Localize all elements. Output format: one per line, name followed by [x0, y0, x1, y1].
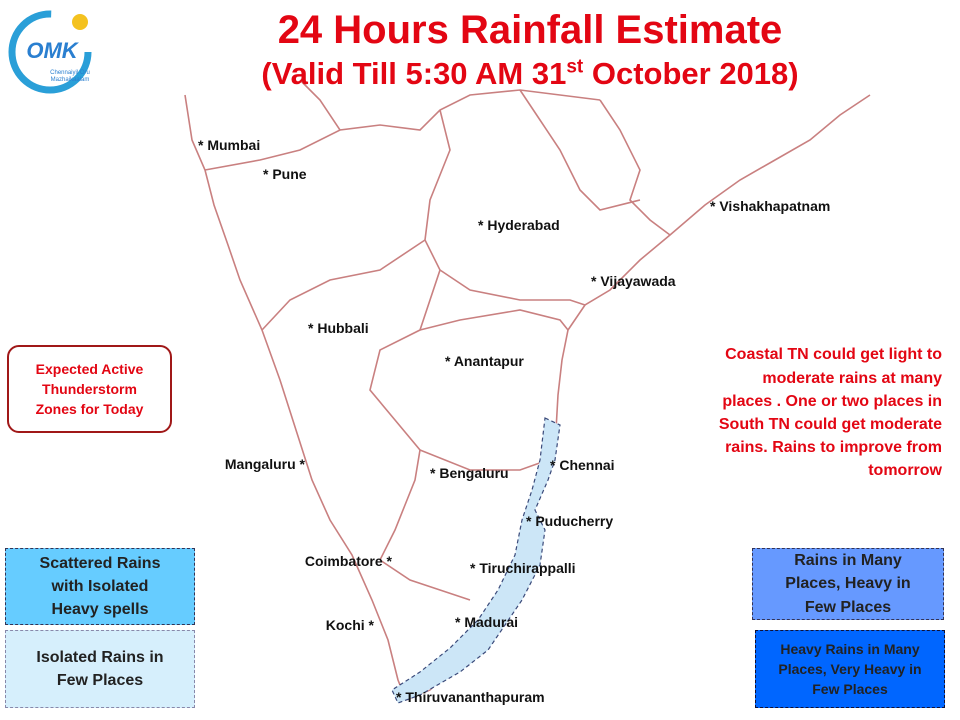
- rain-zone: [391, 417, 561, 704]
- city-label: * Bengaluru: [430, 465, 509, 481]
- legend-box: Isolated Rains in Few Places: [5, 630, 195, 708]
- logo: OMK Chennaiyil Oru Mazhaikaalam: [8, 10, 92, 94]
- text-line: Few Places: [812, 681, 888, 698]
- legend-box: Scattered Rains with Isolated Heavy spells: [5, 548, 195, 625]
- text-line: Scattered Rains: [39, 554, 161, 572]
- text-line: Places, Heavy in: [785, 575, 911, 593]
- logo-tagline: Chennaiyil Oru: [50, 70, 90, 76]
- text-line: Isolated Rains in: [36, 648, 164, 666]
- city-label: Coimbatore *: [305, 553, 393, 569]
- forecast-note: Coastal TN could get light to moderate ra…: [660, 338, 942, 488]
- text-line: Few Places: [804, 598, 892, 616]
- text-line: South TN could get moderate: [718, 416, 942, 433]
- city-label: * Thiruvananthapuram: [396, 689, 545, 705]
- text-line: Expected Active: [35, 360, 144, 377]
- logo-tagline: Mazhaikaalam: [51, 77, 90, 83]
- city-label: * Vijayawada: [591, 273, 676, 289]
- subtitle-text: (Valid Till 5:30 AM 31: [261, 56, 567, 91]
- text-line: with Isolated: [51, 577, 149, 595]
- text-line: Zones for Today: [35, 401, 144, 418]
- subtitle-sup: st: [566, 56, 584, 78]
- city-label: * Madurai: [455, 614, 518, 630]
- text-line: Few Places: [56, 672, 144, 689]
- text-line: Coastal TN could get light to: [725, 346, 942, 364]
- text-line: rains. Rains to improve from: [725, 439, 942, 457]
- legend-box: Rains in Many Places, Heavy in Few Places: [752, 548, 944, 620]
- city-label: * Vishakhapatnam: [710, 198, 830, 214]
- city-label: Mangaluru *: [225, 456, 306, 472]
- legend-box: Heavy Rains in Many Places, Very Heavy in…: [755, 630, 945, 708]
- title: 24 Hours Rainfall Estimate: [277, 8, 783, 52]
- city-label: Kochi *: [326, 617, 375, 633]
- city-label: * Mumbai: [198, 137, 260, 153]
- subtitle-text: October 2018): [583, 56, 799, 91]
- logo-text: OMK: [26, 38, 79, 63]
- city-label: * Pune: [263, 166, 307, 182]
- text-line: Heavy Rains in Many: [780, 640, 920, 657]
- city-label: * Hyderabad: [478, 217, 560, 233]
- text-line: Heavy spells: [51, 601, 149, 619]
- city-label: * Puducherry: [526, 513, 613, 529]
- text-line: Rains in Many: [794, 552, 902, 570]
- text-line: places . One or two places in: [722, 392, 942, 410]
- city-label: * Anantapur: [445, 353, 524, 369]
- text-line: tomorrow: [868, 462, 942, 480]
- city-label: * Chennai: [550, 457, 615, 473]
- text-line: Thunderstorm: [42, 380, 137, 397]
- subtitle: (Valid Till 5:30 AM 31st October 2018): [0, 56, 960, 92]
- city-label: * Hubbali: [308, 320, 369, 336]
- thunderstorm-box: Expected Active Thunderstorm Zones for Tod…: [7, 345, 172, 433]
- city-label: * Tiruchirappalli: [470, 560, 576, 576]
- text-line: moderate rains at many: [762, 369, 942, 387]
- text-line: Places, Very Heavy in: [778, 660, 922, 677]
